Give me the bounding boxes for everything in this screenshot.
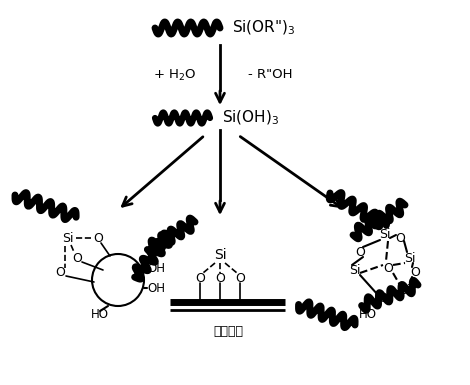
Text: O: O — [383, 261, 393, 275]
Text: OH: OH — [147, 261, 165, 275]
Text: Si: Si — [62, 231, 74, 244]
Text: O: O — [410, 266, 420, 278]
Text: Si: Si — [399, 283, 411, 296]
Text: O: O — [378, 291, 388, 305]
Text: - R"OH: - R"OH — [248, 69, 292, 82]
Text: Si: Si — [379, 229, 391, 241]
Text: OH: OH — [147, 281, 165, 295]
Text: Si(OH)$_3$: Si(OH)$_3$ — [222, 109, 279, 127]
Text: HO: HO — [359, 308, 377, 321]
Text: O: O — [93, 231, 103, 244]
Text: O: O — [195, 271, 205, 285]
Text: O: O — [55, 266, 65, 280]
Text: 极性基材: 极性基材 — [213, 325, 243, 338]
Text: Si(OR")$_3$: Si(OR")$_3$ — [232, 19, 296, 37]
Text: O: O — [355, 246, 365, 258]
Text: Si: Si — [349, 263, 361, 276]
Text: O: O — [72, 251, 82, 264]
Circle shape — [92, 254, 144, 306]
Text: O: O — [395, 231, 405, 244]
Text: + H$_2$O: + H$_2$O — [153, 67, 197, 82]
Text: Si: Si — [214, 248, 227, 262]
Text: HO: HO — [91, 308, 109, 320]
Text: Si: Si — [404, 251, 416, 264]
Text: O: O — [235, 271, 245, 285]
Text: O: O — [215, 271, 225, 285]
